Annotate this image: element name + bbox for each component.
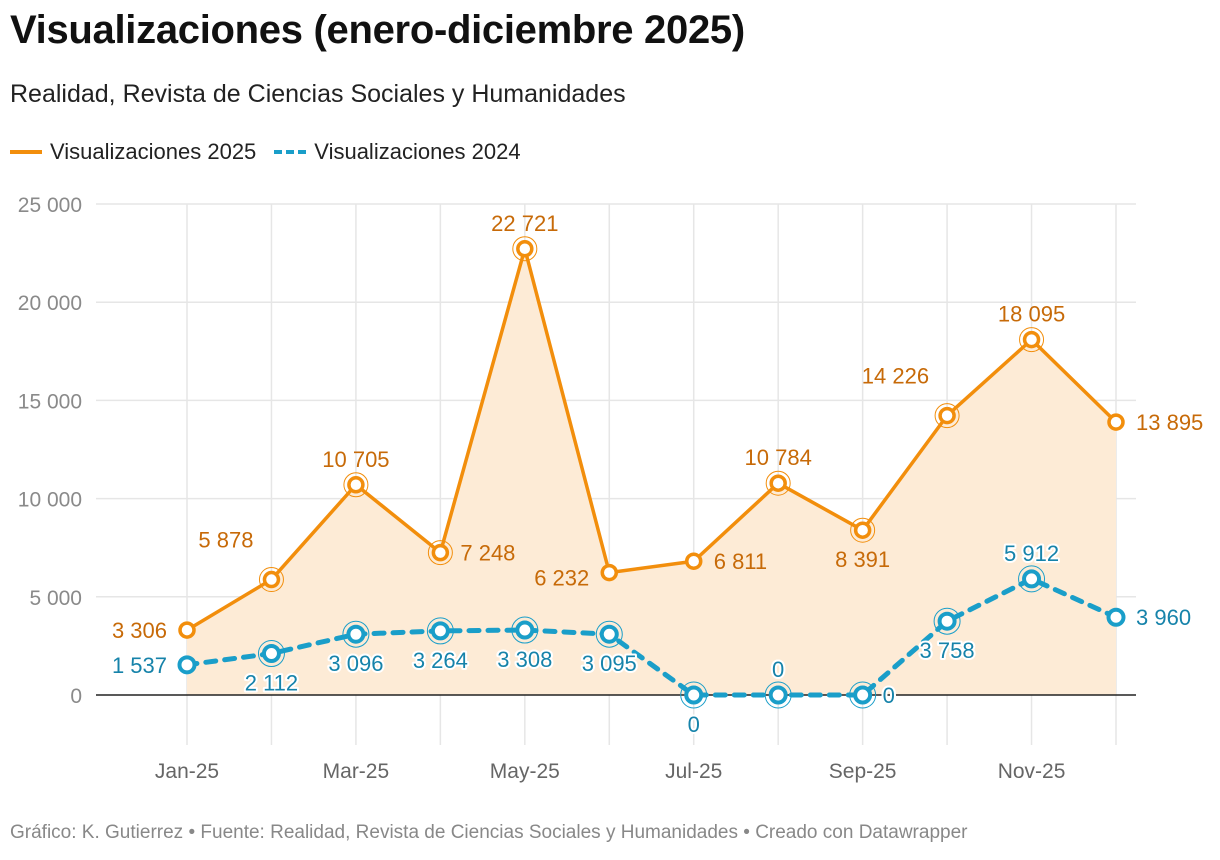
point-halo-2025 bbox=[850, 517, 876, 543]
point-halo-2024 bbox=[342, 620, 370, 648]
x-tick-label: May-25 bbox=[490, 760, 560, 783]
x-tick-label: Jan-25 bbox=[155, 760, 219, 783]
point-2025 bbox=[516, 240, 534, 258]
point-2025 bbox=[347, 476, 365, 494]
point-2025 bbox=[1022, 330, 1041, 349]
point-halo-2024 bbox=[595, 620, 623, 648]
point-2024 bbox=[430, 621, 450, 641]
footer: Gráfico: K. Gutierrez • Fuente: Realidad… bbox=[10, 822, 967, 844]
point-2024 bbox=[853, 685, 873, 705]
area-2025 bbox=[187, 248, 1116, 695]
data-label-2024: 3 095 bbox=[582, 651, 637, 676]
point-2024 bbox=[346, 624, 366, 644]
y-tick-label: 10 000 bbox=[18, 489, 82, 512]
footer-tool: Creado con Datawrapper bbox=[755, 822, 968, 843]
footer-separator: • bbox=[183, 822, 201, 843]
data-label-2024: 0 bbox=[772, 657, 784, 682]
data-label-2025: 5 878 bbox=[198, 528, 253, 553]
point-halo-2025 bbox=[512, 236, 538, 262]
point-halo-2025 bbox=[765, 470, 791, 496]
data-label-2025: 18 095 bbox=[998, 302, 1065, 327]
y-tick-label: 20 000 bbox=[18, 292, 82, 315]
point-2024 bbox=[1106, 607, 1126, 627]
data-label-2025: 10 784 bbox=[745, 445, 812, 470]
point-2025 bbox=[684, 552, 703, 570]
point-2024 bbox=[768, 685, 788, 705]
data-label-2024: 0 bbox=[688, 712, 700, 737]
point-halo-2025 bbox=[427, 540, 453, 566]
data-label-2024: 2 112 bbox=[245, 671, 298, 696]
chart-title: Visualizaciones (enero-diciembre 2025) bbox=[10, 8, 745, 52]
point-halo-2024 bbox=[933, 607, 961, 635]
legend-label-2025: Visualizaciones 2025 bbox=[50, 139, 257, 164]
data-label-2024: 5 912 bbox=[1004, 541, 1059, 566]
point-2025 bbox=[262, 570, 281, 589]
point-halo-2024 bbox=[849, 681, 877, 709]
y-tick-label: 15 000 bbox=[18, 390, 82, 413]
point-halo-2025 bbox=[934, 403, 960, 429]
point-2025 bbox=[938, 406, 956, 425]
footer-separator: • bbox=[737, 822, 756, 843]
data-label-2024: 3 264 bbox=[413, 648, 468, 673]
point-2024 bbox=[599, 624, 619, 644]
point-2024 bbox=[261, 644, 281, 664]
data-label-2025: 6 232 bbox=[534, 566, 589, 591]
data-label-2024: 1 537 bbox=[112, 653, 167, 678]
point-2025 bbox=[853, 521, 872, 539]
data-label-2024: 0 bbox=[883, 683, 895, 708]
data-label-2025: 13 895 bbox=[1136, 410, 1203, 435]
data-label-2025: 22 721 bbox=[491, 211, 558, 236]
y-tick-label: 5 000 bbox=[29, 587, 82, 610]
x-tick-label: Sep-25 bbox=[829, 760, 897, 783]
data-label-2024: 3 758 bbox=[920, 638, 975, 663]
point-2025 bbox=[178, 621, 196, 639]
data-label-2025: 3 306 bbox=[112, 618, 167, 643]
point-halo-2025 bbox=[343, 472, 369, 498]
point-halo-2024 bbox=[1018, 565, 1046, 593]
chart-subtitle: Realidad, Revista de Ciencias Sociales y… bbox=[10, 80, 626, 108]
legend-swatch-dashed bbox=[274, 150, 307, 154]
y-tick-label: 0 bbox=[70, 685, 82, 708]
data-label-2025: 8 391 bbox=[835, 547, 890, 572]
data-label-2025: 7 248 bbox=[460, 541, 515, 566]
point-2024 bbox=[1022, 569, 1042, 589]
legend-item-2024: Visualizaciones 2024 bbox=[274, 139, 521, 165]
footer-credit: Gráfico: K. Gutierrez bbox=[10, 822, 184, 843]
legend-label-2024: Visualizaciones 2024 bbox=[314, 139, 521, 164]
point-halo-2024 bbox=[764, 681, 792, 709]
x-tick-label: Nov-25 bbox=[998, 760, 1066, 783]
data-label-2025: 10 705 bbox=[322, 447, 389, 472]
data-label-2025: 14 226 bbox=[862, 364, 929, 389]
line-2024 bbox=[184, 576, 1119, 698]
point-2024 bbox=[937, 611, 957, 631]
legend: Visualizaciones 2025 Visualizaciones 202… bbox=[10, 139, 539, 165]
point-halo-2024 bbox=[426, 617, 454, 645]
data-label-2024: 3 960 bbox=[1136, 605, 1191, 630]
x-tick-label: Mar-25 bbox=[323, 760, 390, 783]
point-2025 bbox=[431, 543, 450, 562]
footer-source: Fuente: Realidad, Revista de Ciencias So… bbox=[200, 822, 738, 843]
legend-item-2025: Visualizaciones 2025 bbox=[10, 139, 256, 165]
line-2025 bbox=[186, 247, 1118, 632]
point-halo-2024 bbox=[680, 681, 708, 709]
x-tick-label: Jul-25 bbox=[665, 760, 722, 783]
point-2024 bbox=[515, 620, 535, 640]
point-2024 bbox=[177, 655, 197, 675]
legend-swatch-solid bbox=[10, 150, 42, 154]
point-2024 bbox=[684, 685, 704, 705]
y-tick-label: 25 000 bbox=[18, 194, 82, 217]
point-halo-2024 bbox=[511, 616, 539, 644]
point-halo-2025 bbox=[1019, 327, 1045, 353]
point-2025 bbox=[1107, 413, 1125, 431]
point-2025 bbox=[600, 563, 619, 582]
data-label-2024: 3 096 bbox=[328, 651, 383, 676]
line-chart: 0 5 000 10 000 15 000 20 000 25 000 Jan-25 Mar-… bbox=[18, 194, 1204, 783]
point-halo-2025 bbox=[258, 567, 284, 593]
point-halo-2024 bbox=[257, 640, 285, 668]
data-label-2025: 6 811 bbox=[714, 549, 767, 574]
point-2025 bbox=[769, 474, 787, 492]
data-label-2024: 3 308 bbox=[497, 647, 552, 672]
